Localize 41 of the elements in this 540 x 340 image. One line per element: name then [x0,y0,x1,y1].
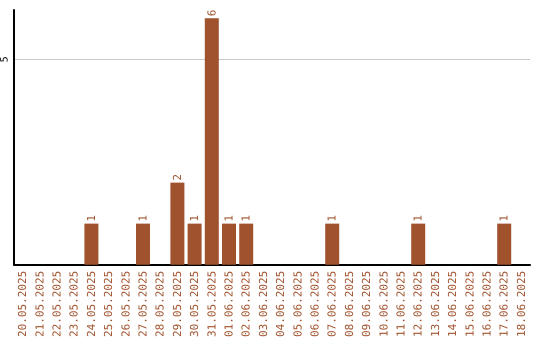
x-tick-label: 21.05.2025 [33,270,46,338]
x-tick-label: 09.06.2025 [360,270,374,338]
x-tick-label: 24.05.2025 [84,270,98,338]
x-tick-label: 22.05.2025 [50,270,64,338]
x-tick-label: 15.06.2025 [463,270,476,338]
x-tick-label: 30.05.2025 [188,270,202,338]
x-tick-label: 28.05.2025 [154,270,167,338]
data-label: 1 [498,215,511,222]
x-tick-label: 13.06.2025 [428,270,442,338]
x-tick-label: 06.06.2025 [308,270,322,338]
x-tick-label: 05.06.2025 [291,270,304,338]
x-tick-label: 26.05.2025 [119,270,132,338]
x-tick-label: 07.06.2025 [326,270,339,338]
data-label: 1 [412,215,425,222]
x-tick-label: 14.06.2025 [446,270,460,338]
x-tick-label: 10.06.2025 [377,270,390,338]
x-tick-label: 01.06.2025 [222,270,236,338]
x-tick-label: 02.06.2025 [240,270,253,338]
x-tick-label: 25.05.2025 [102,270,116,338]
x-tick-label: 04.06.2025 [274,270,288,338]
x-tick-label: 29.05.2025 [170,270,184,338]
x-tick-label: 20.05.2025 [16,270,30,338]
data-label: 2 [170,174,184,181]
y-tick-label: 5 [0,56,10,62]
x-tick-label: 18.06.2025 [514,270,528,338]
x-tick-label: 27.05.2025 [136,270,150,338]
x-tick-label: 16.06.2025 [480,270,494,338]
data-label: 1 [84,215,98,222]
x-tick-label: 03.06.2025 [256,270,270,338]
data-label: 1 [240,215,253,222]
data-label: 1 [136,215,150,222]
x-tick-label: 31.05.2025 [205,270,218,338]
x-tick-label: 17.06.2025 [498,270,511,338]
x-tick-label: 11.06.2025 [394,270,408,338]
x-tick-label: 08.06.2025 [342,270,356,338]
data-label: 1 [326,215,339,222]
x-tick-label: 23.05.2025 [68,270,81,338]
x-tick-label: 12.06.2025 [412,270,425,338]
data-label: 1 [188,215,202,222]
data-label: 1 [222,215,236,222]
data-label: 6 [205,10,218,16]
